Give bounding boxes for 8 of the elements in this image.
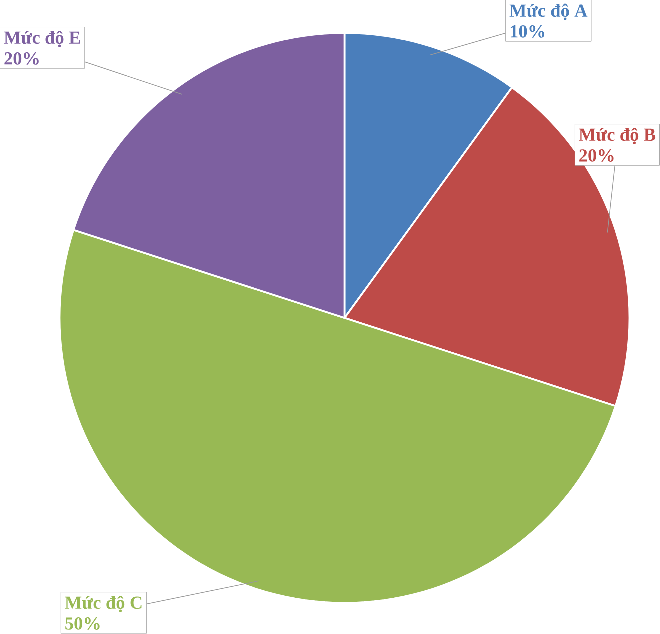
data-label: 20% [4,52,39,65]
slice-label: Mức độ E [4,30,80,48]
slice-label: Mức độ A [510,4,588,21]
data-label: 20% [580,150,614,162]
slice-label: Mức độ B [579,128,656,145]
data-label: 10% [510,26,544,38]
data-label: 50% [66,618,100,630]
slice-label: Mức độ C [65,596,142,613]
